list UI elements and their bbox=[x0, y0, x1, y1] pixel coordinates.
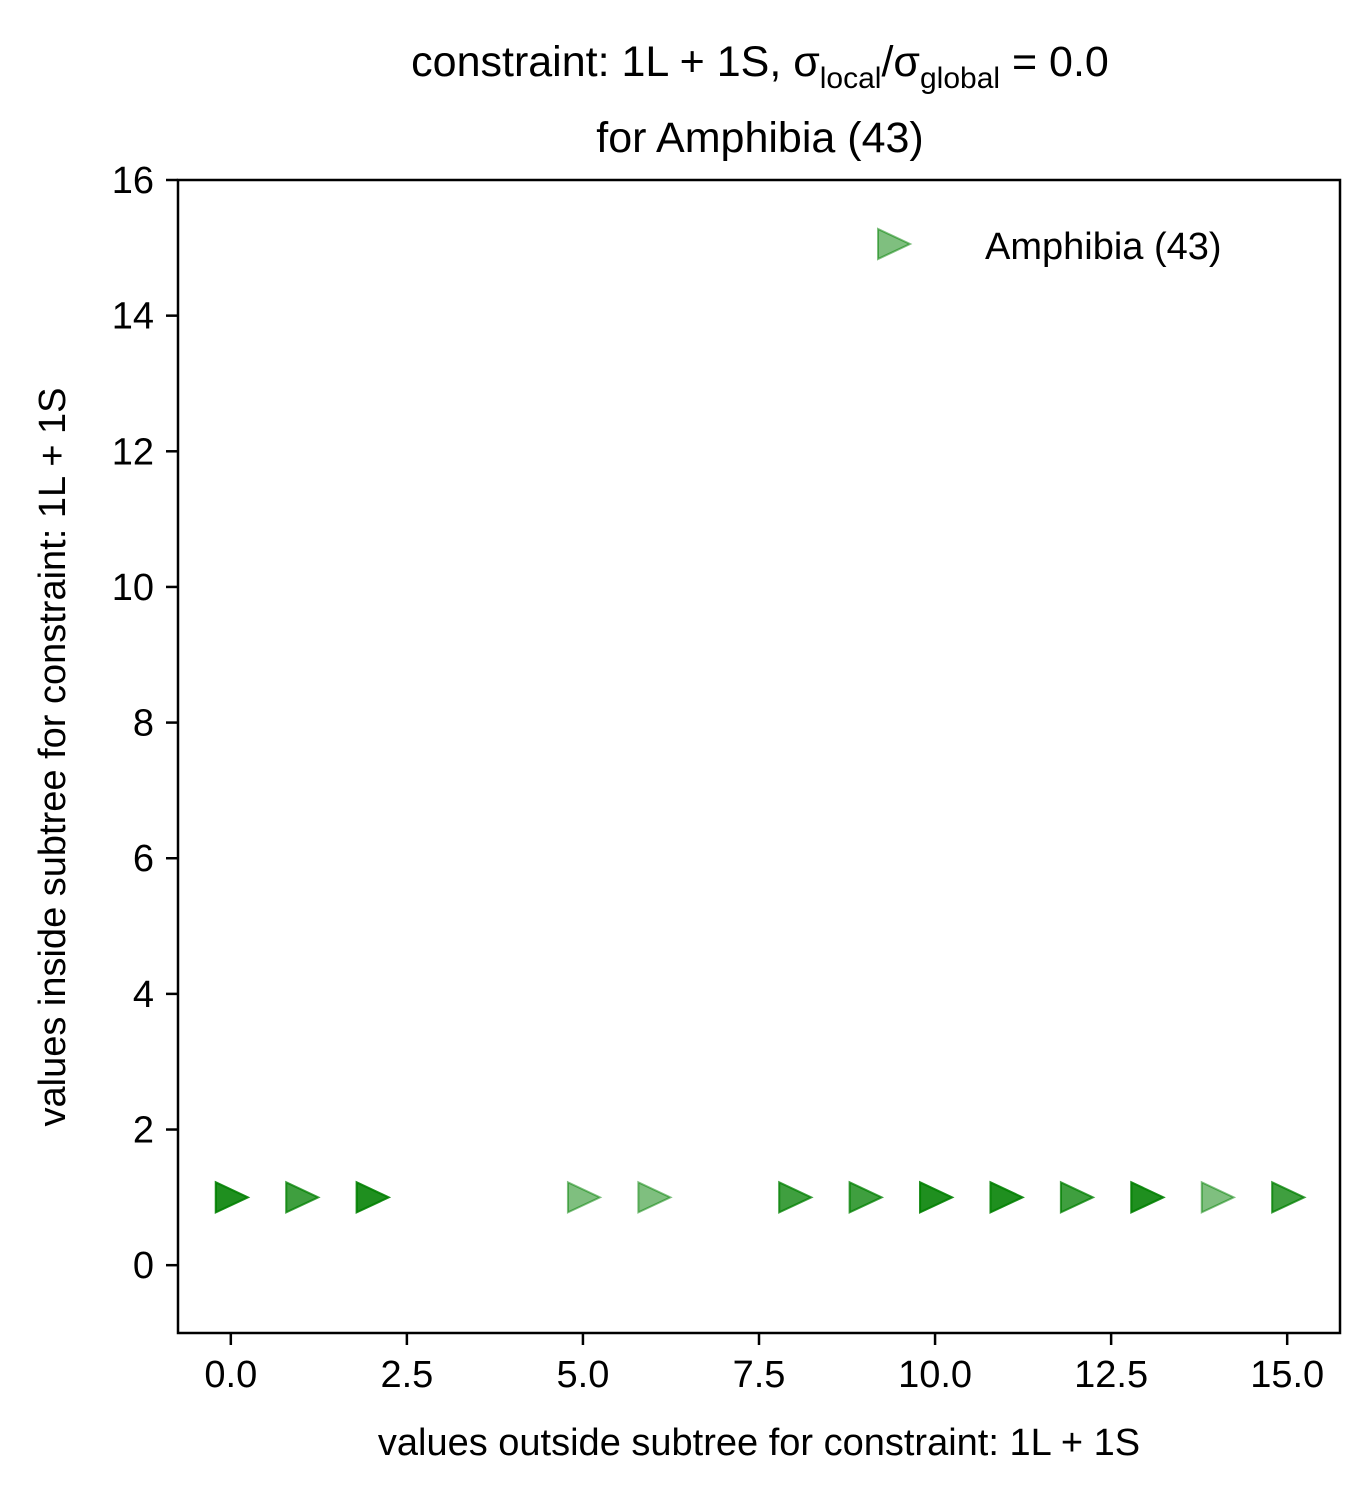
x-tick-label: 15.0 bbox=[1250, 1354, 1324, 1396]
x-tick-label: 2.5 bbox=[380, 1354, 433, 1396]
y-tick-label: 12 bbox=[112, 431, 154, 473]
data-point bbox=[637, 1180, 673, 1214]
data-point bbox=[919, 1180, 955, 1214]
legend: Amphibia (43) bbox=[877, 226, 1222, 268]
y-tick-label: 14 bbox=[112, 296, 154, 338]
data-point bbox=[848, 1180, 884, 1214]
data-point bbox=[1130, 1180, 1166, 1214]
legend-label: Amphibia (43) bbox=[985, 226, 1222, 268]
x-axis-label: values outside subtree for constraint: 1… bbox=[378, 1422, 1140, 1464]
x-tick-label: 7.5 bbox=[733, 1354, 786, 1396]
y-tick-label: 0 bbox=[133, 1245, 154, 1287]
y-tick-label: 16 bbox=[112, 160, 154, 202]
y-tick-label: 4 bbox=[133, 974, 154, 1016]
data-point bbox=[566, 1180, 603, 1214]
legend-marker bbox=[877, 227, 913, 261]
data-point bbox=[214, 1180, 251, 1214]
y-axis-ticks: 0 2 4 6 8 10 12 14 16 bbox=[112, 160, 178, 1287]
data-point bbox=[1271, 1180, 1307, 1214]
x-tick-label: 0.0 bbox=[204, 1354, 257, 1396]
x-tick-label: 10.0 bbox=[898, 1354, 972, 1396]
x-tick-label: 12.5 bbox=[1074, 1354, 1148, 1396]
data-point bbox=[355, 1180, 392, 1214]
y-tick-label: 6 bbox=[133, 838, 154, 880]
data-point bbox=[285, 1180, 321, 1214]
chart-title-line2: for Amphibia (43) bbox=[596, 114, 923, 162]
data-point bbox=[989, 1180, 1025, 1214]
y-tick-label: 2 bbox=[133, 1110, 154, 1152]
data-point bbox=[1200, 1180, 1237, 1214]
data-point bbox=[778, 1180, 814, 1214]
chart-title-line1: constraint: 1L + 1S, σlocal/σglobal = 0.… bbox=[411, 38, 1109, 95]
y-axis-label: values inside subtree for constraint: 1L… bbox=[32, 388, 74, 1127]
y-tick-label: 10 bbox=[112, 567, 154, 609]
data-points bbox=[214, 1180, 1307, 1214]
y-tick-label: 8 bbox=[133, 703, 154, 745]
data-point bbox=[1059, 1180, 1096, 1214]
x-tick-label: 5.0 bbox=[557, 1354, 610, 1396]
plot-area bbox=[176, 178, 1342, 1335]
x-axis-ticks: 0.0 2.5 5.0 7.5 10.0 12.5 15.0 bbox=[204, 1333, 1324, 1396]
